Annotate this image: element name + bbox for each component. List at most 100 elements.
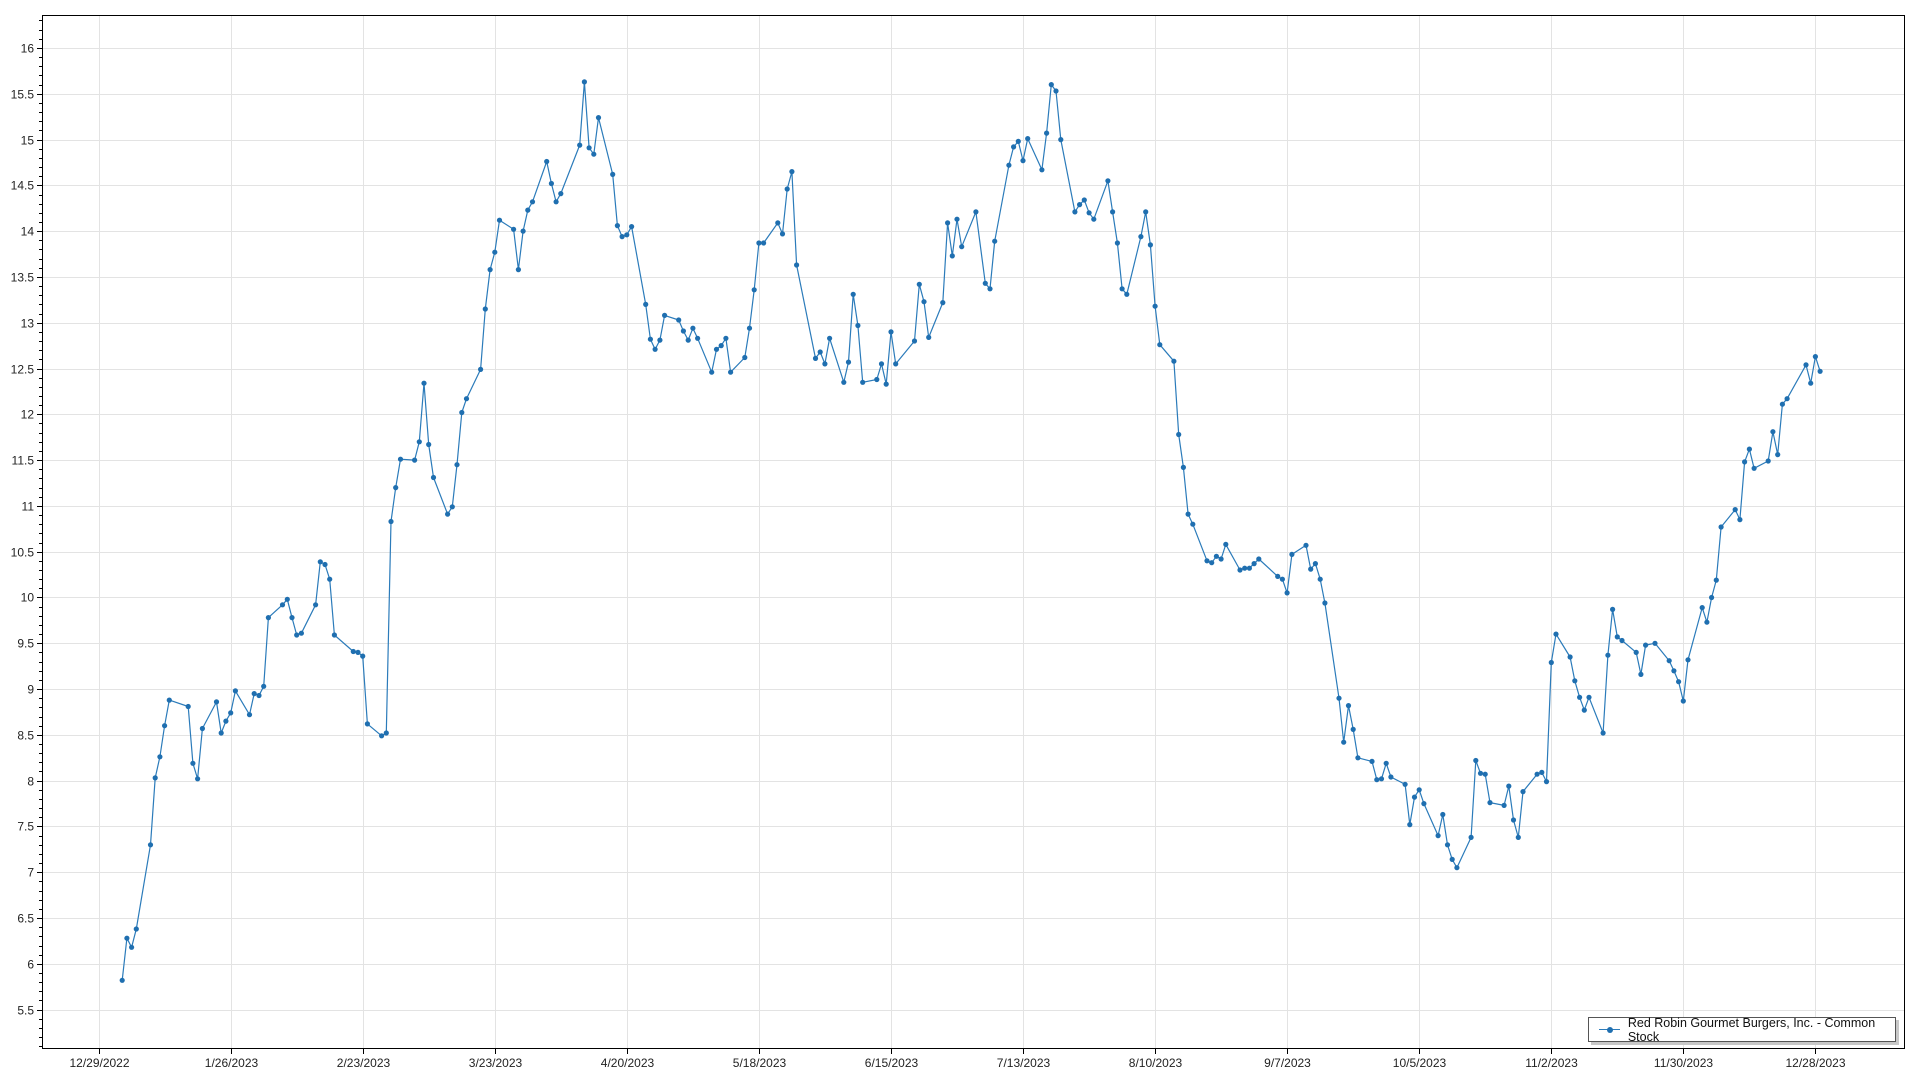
data-point bbox=[1119, 286, 1125, 292]
data-point bbox=[581, 79, 588, 85]
data-point bbox=[1147, 242, 1153, 248]
data-point bbox=[1223, 541, 1229, 548]
data-point bbox=[190, 760, 196, 766]
data-point bbox=[1416, 787, 1422, 793]
data-point bbox=[1746, 446, 1752, 452]
data-point bbox=[1345, 703, 1352, 709]
data-point bbox=[397, 456, 404, 462]
data-point bbox=[911, 338, 918, 344]
y-tick-label: 13 bbox=[21, 317, 35, 331]
data-point bbox=[775, 220, 781, 226]
data-point bbox=[1577, 694, 1583, 700]
data-point bbox=[751, 287, 757, 293]
data-point bbox=[1048, 82, 1054, 88]
data-point bbox=[355, 649, 361, 656]
data-point bbox=[298, 630, 304, 636]
data-point bbox=[949, 253, 955, 259]
y-tick-label: 8 bbox=[27, 775, 34, 789]
data-point bbox=[313, 602, 319, 608]
data-point bbox=[1105, 178, 1111, 184]
data-point bbox=[1402, 781, 1408, 787]
data-point bbox=[718, 343, 724, 349]
data-point bbox=[478, 366, 484, 372]
data-point bbox=[119, 977, 125, 983]
data-point bbox=[454, 462, 460, 468]
data-point bbox=[529, 199, 536, 205]
data-point bbox=[822, 361, 828, 367]
data-point bbox=[1091, 216, 1097, 222]
data-point bbox=[246, 712, 253, 718]
data-point bbox=[1454, 865, 1460, 871]
data-point bbox=[482, 306, 488, 312]
y-tick-label: 11.5 bbox=[12, 454, 35, 468]
data-point bbox=[690, 325, 696, 331]
data-point bbox=[218, 730, 224, 736]
data-point bbox=[1732, 507, 1738, 513]
data-point bbox=[1176, 431, 1182, 438]
y-tick-label: 14 bbox=[21, 225, 35, 239]
data-point bbox=[614, 223, 621, 229]
data-point bbox=[845, 359, 852, 365]
data-point bbox=[1411, 794, 1418, 800]
data-point bbox=[893, 361, 899, 367]
data-point bbox=[1289, 551, 1295, 558]
data-point bbox=[1506, 783, 1512, 789]
data-point bbox=[945, 220, 951, 226]
data-point bbox=[327, 576, 333, 582]
data-point bbox=[713, 346, 720, 352]
data-point bbox=[232, 688, 238, 694]
data-point bbox=[331, 632, 337, 638]
data-point bbox=[643, 301, 649, 307]
data-point bbox=[926, 334, 932, 340]
data-point bbox=[874, 376, 880, 383]
data-point bbox=[1322, 600, 1328, 606]
data-point bbox=[261, 683, 267, 689]
x-tick-label: 4/20/2023 bbox=[601, 1056, 655, 1070]
data-point bbox=[185, 703, 191, 710]
data-point bbox=[1015, 138, 1021, 144]
data-point bbox=[544, 158, 550, 165]
y-tick-label: 7.5 bbox=[17, 820, 34, 834]
data-point bbox=[987, 286, 993, 292]
data-point bbox=[487, 267, 493, 273]
data-point bbox=[515, 267, 522, 273]
data-point bbox=[166, 697, 172, 703]
data-point bbox=[553, 199, 559, 205]
data-point bbox=[1020, 158, 1026, 164]
data-point bbox=[1383, 760, 1389, 766]
x-tick-label: 1/26/2023 bbox=[205, 1056, 259, 1070]
data-point bbox=[1204, 558, 1210, 564]
data-point bbox=[1312, 561, 1318, 567]
x-tick-label: 5/18/2023 bbox=[733, 1056, 787, 1070]
data-point bbox=[1765, 458, 1771, 464]
data-point bbox=[1808, 380, 1814, 386]
data-point bbox=[1303, 542, 1309, 548]
data-point bbox=[228, 710, 234, 716]
data-point bbox=[1779, 401, 1785, 407]
data-point bbox=[1775, 452, 1781, 458]
x-tick-label: 9/7/2023 bbox=[1264, 1056, 1311, 1070]
data-point bbox=[1553, 631, 1559, 637]
data-point bbox=[426, 441, 432, 448]
data-point bbox=[256, 692, 262, 699]
data-point bbox=[213, 699, 220, 705]
data-point bbox=[1713, 577, 1719, 583]
data-point bbox=[1058, 137, 1064, 143]
data-point bbox=[1444, 842, 1451, 848]
data-point bbox=[624, 232, 630, 238]
y-tick-label: 11 bbox=[22, 500, 35, 514]
data-point bbox=[610, 171, 616, 177]
data-point bbox=[1477, 770, 1484, 776]
data-point bbox=[1482, 771, 1488, 777]
data-point bbox=[1124, 291, 1130, 297]
data-point bbox=[251, 691, 257, 697]
data-point bbox=[695, 335, 701, 341]
data-point bbox=[1567, 654, 1573, 660]
data-point bbox=[982, 280, 988, 286]
data-point bbox=[322, 561, 328, 568]
data-point bbox=[510, 226, 517, 232]
data-point bbox=[841, 379, 847, 385]
data-point bbox=[1515, 834, 1521, 841]
data-point bbox=[629, 224, 635, 230]
